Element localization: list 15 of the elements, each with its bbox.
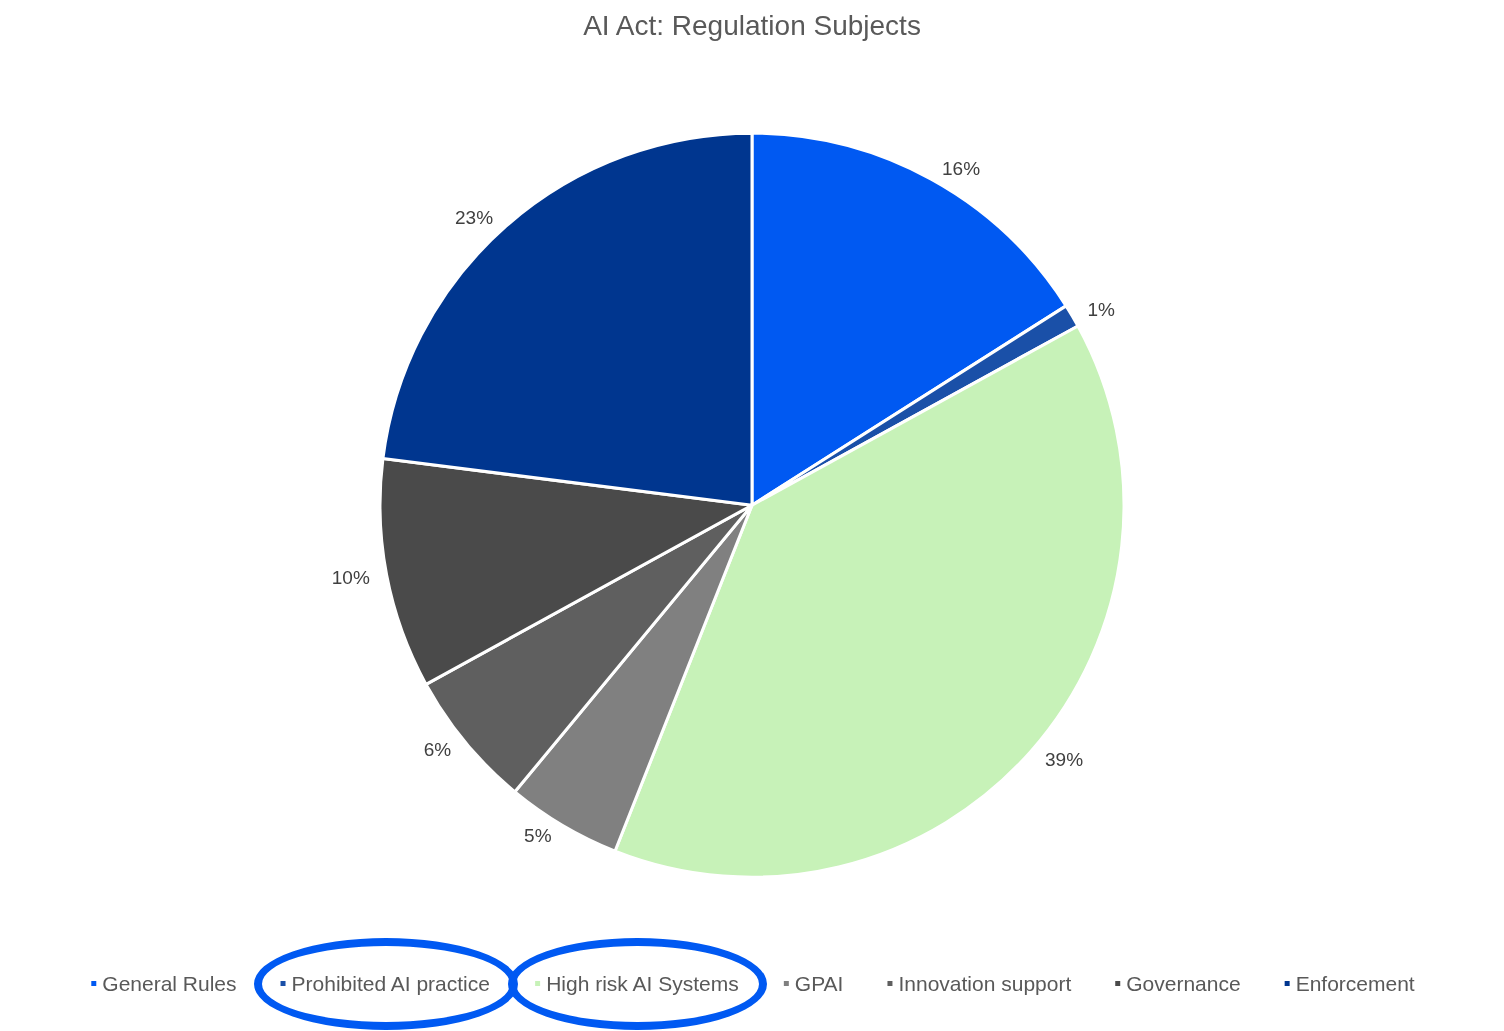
data-label: 39% (1045, 748, 1084, 770)
legend-label: Innovation support (898, 972, 1072, 995)
chart-title: AI Act: Regulation Subjects (583, 9, 921, 41)
data-label: 1% (1087, 299, 1116, 321)
legend-label: GPAI (794, 972, 844, 995)
legend-label: Governance (1126, 972, 1241, 995)
legend-label: Enforcement (1295, 972, 1415, 995)
legend-label: High risk AI Systems (546, 972, 739, 995)
data-label: 16% (941, 158, 981, 180)
data-label: 6% (423, 739, 452, 761)
data-label: 10% (331, 566, 370, 588)
legend-label: General Rules (102, 972, 237, 995)
data-label: 23% (455, 206, 494, 228)
data-label: 5% (524, 825, 552, 847)
legend-label: Prohibited AI practice (291, 972, 490, 995)
